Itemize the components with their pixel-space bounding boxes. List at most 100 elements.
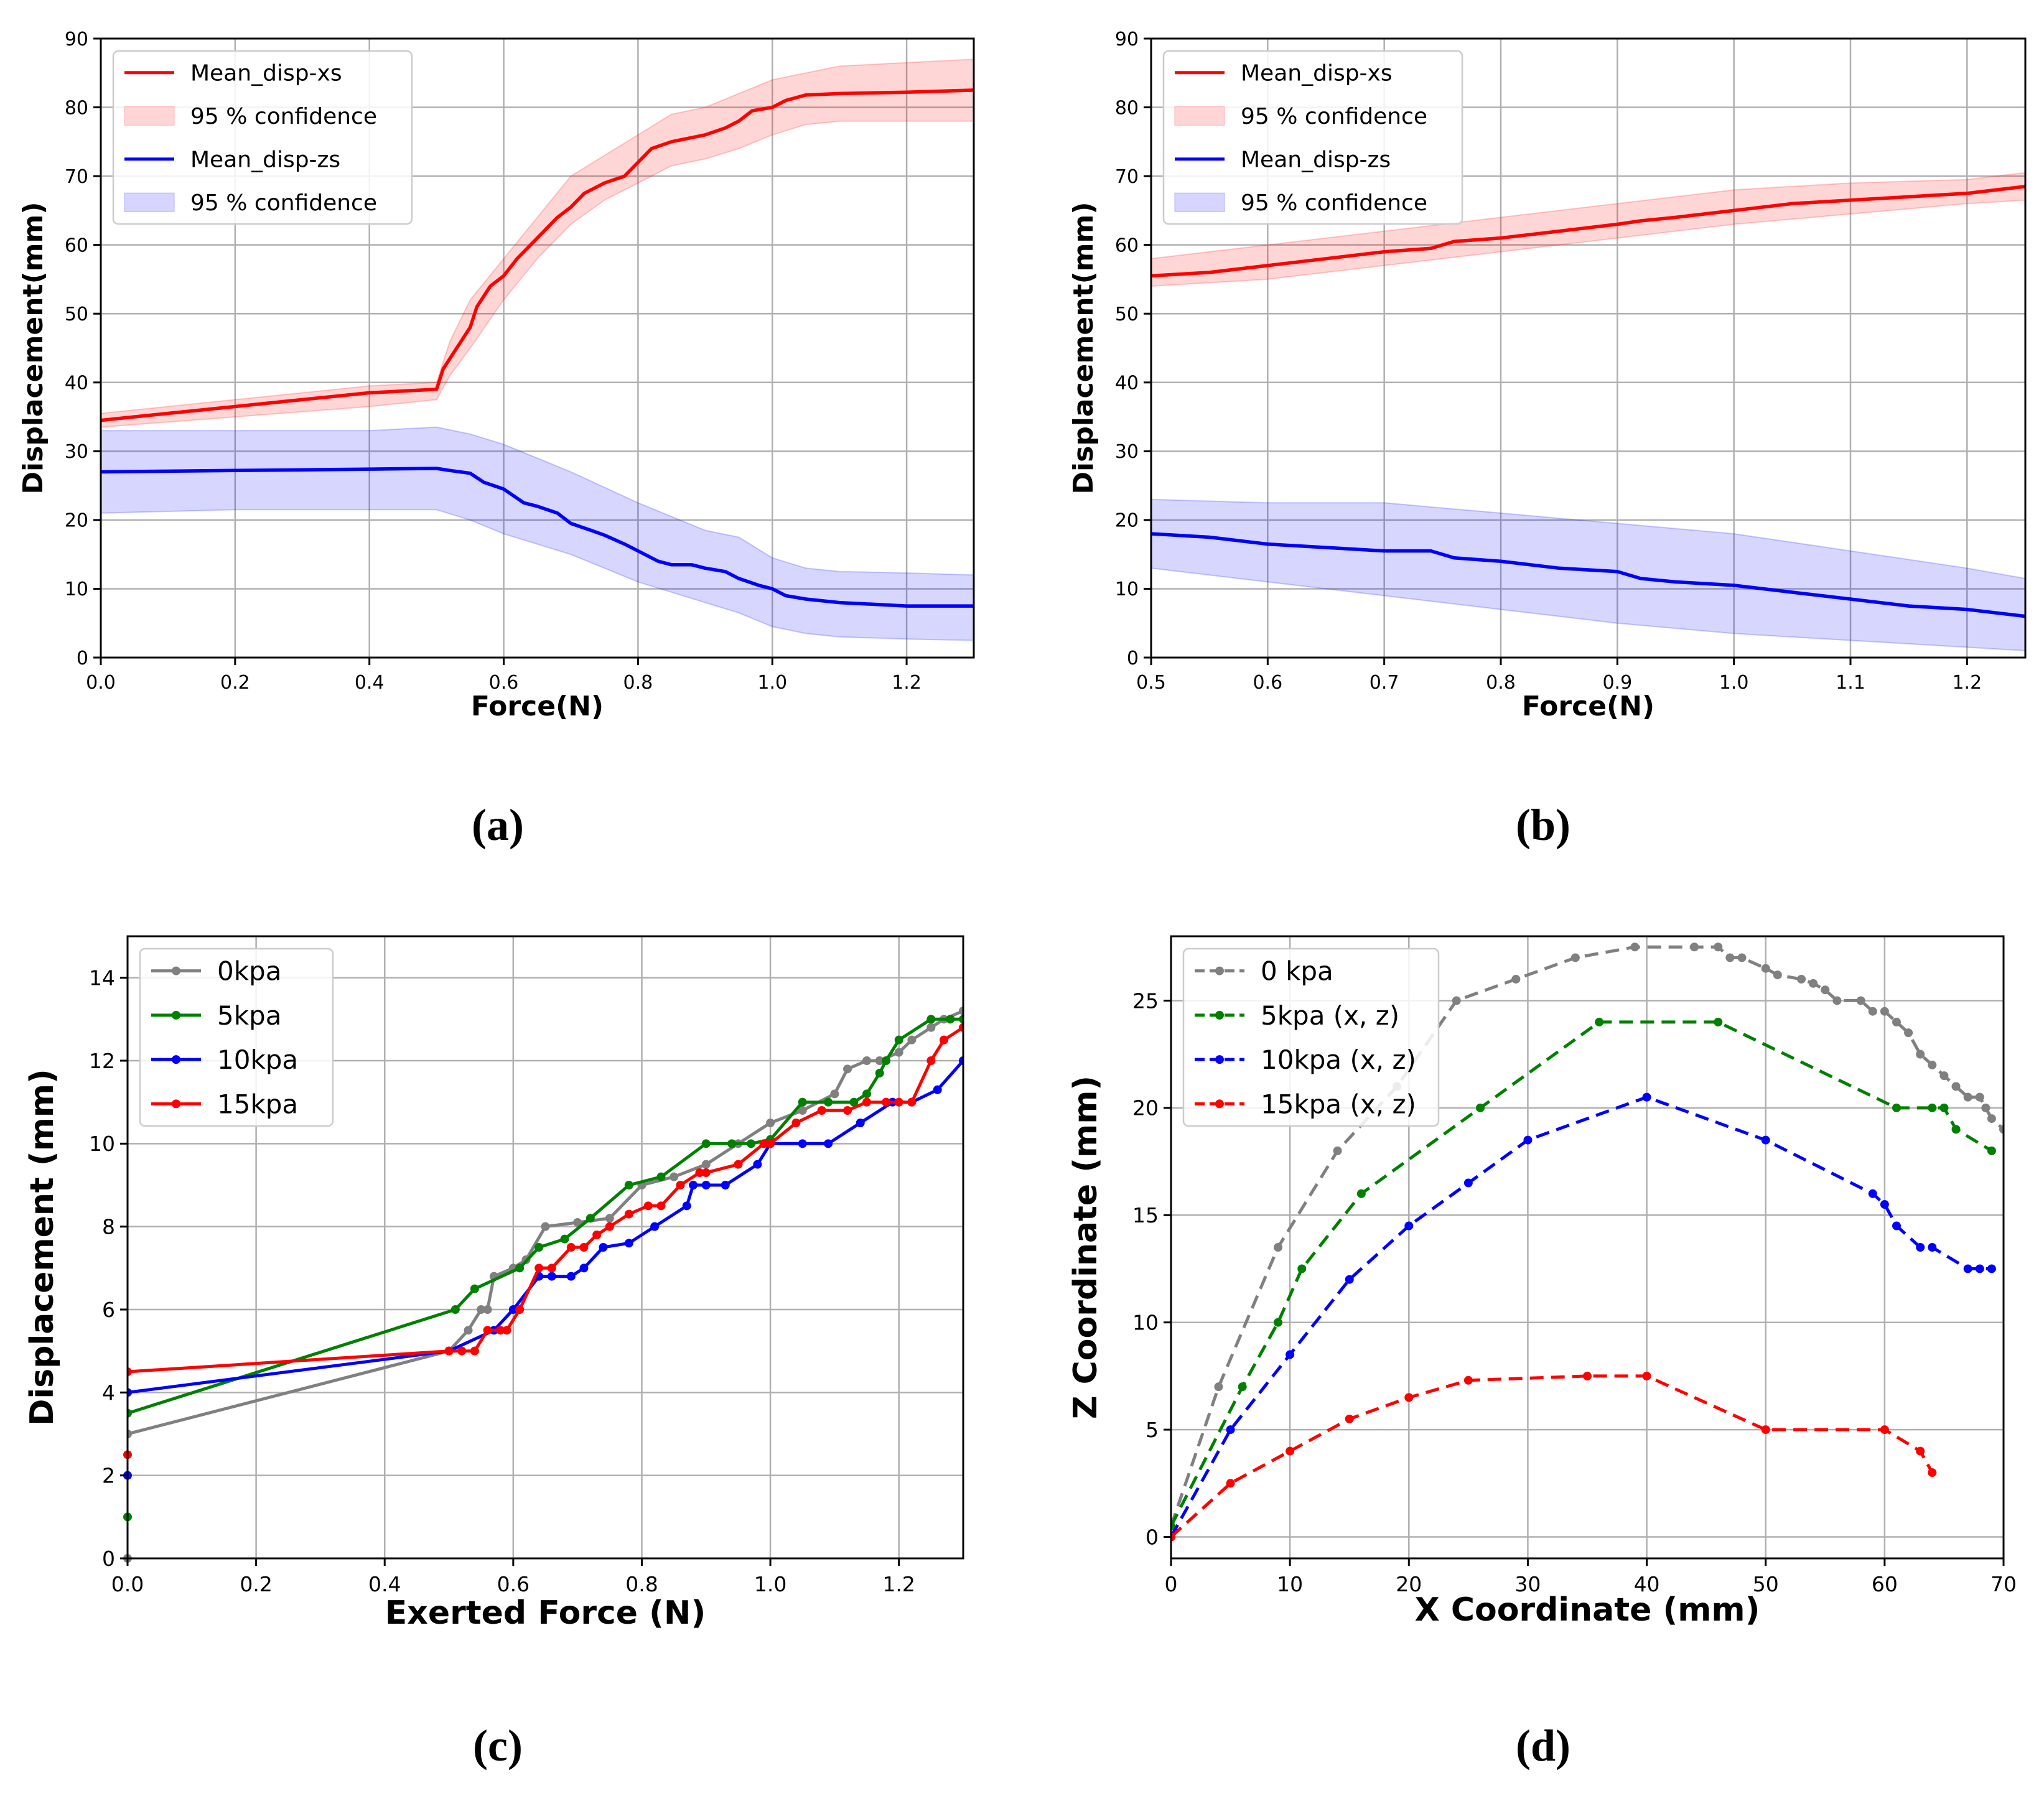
data-point xyxy=(1892,1017,1901,1026)
legend-label: 15kpa xyxy=(217,1089,298,1119)
data-point xyxy=(560,1234,569,1244)
data-point xyxy=(1916,1049,1925,1059)
x-tick-label: 1.2 xyxy=(1952,672,1982,694)
legend-label: Mean_disp-xs xyxy=(1241,61,1393,86)
y-tick-label: 5 xyxy=(1146,1418,1159,1442)
legend-marker xyxy=(172,1099,180,1109)
data-point xyxy=(946,1015,955,1024)
data-point xyxy=(656,1172,666,1181)
x-tick-label: 10 xyxy=(1277,1572,1303,1596)
data-point xyxy=(1821,985,1830,995)
legend-handle xyxy=(1174,192,1225,212)
data-point xyxy=(798,1106,807,1115)
data-point xyxy=(444,1346,454,1356)
confidence-band xyxy=(101,426,974,641)
y-tick-label: 90 xyxy=(1115,29,1139,50)
data-point xyxy=(1761,1425,1770,1435)
data-point xyxy=(1761,964,1770,973)
data-point xyxy=(824,1139,833,1148)
data-point xyxy=(1761,1135,1770,1145)
y-tick-label: 10 xyxy=(89,1132,115,1156)
legend-marker xyxy=(172,966,180,975)
data-point xyxy=(701,1160,711,1169)
series-line-10kpa xyxy=(128,1059,963,1394)
data-point xyxy=(894,1048,903,1057)
data-point xyxy=(1226,1425,1235,1435)
data-point xyxy=(926,1023,936,1032)
data-point xyxy=(1880,1007,1889,1016)
data-point xyxy=(1797,974,1806,984)
data-point xyxy=(1951,1125,1961,1134)
data-point xyxy=(1570,953,1580,962)
legend-label: 10kpa xyxy=(217,1045,298,1075)
data-point xyxy=(817,1106,826,1115)
legend-label: Mean_disp-zs xyxy=(1241,147,1391,173)
y-tick-label: 50 xyxy=(65,304,88,325)
legend-label: 95 % confidence xyxy=(190,104,377,129)
legend-box xyxy=(1182,947,1440,1127)
y-tick-label: 30 xyxy=(1115,441,1139,463)
y-tick-label: 60 xyxy=(1115,235,1139,256)
chart-d: 0 10 20 30 40 50 60 70 0 5 10 15 20 25 X Coordinate (m… xyxy=(1067,935,2017,1771)
legend-label: 95 % confidence xyxy=(1241,190,1427,216)
data-point xyxy=(759,1139,768,1148)
y-tick-label: 90 xyxy=(65,29,88,50)
data-point xyxy=(1274,1318,1283,1327)
panel-caption-a: (a) xyxy=(472,800,524,850)
data-point xyxy=(1928,1060,1937,1069)
y-axis-label: Displacement(mm) xyxy=(17,202,49,495)
x-tick-label: 0.8 xyxy=(625,1572,658,1596)
chart-a: 0.0 0.2 0.4 0.6 0.8 1.0 1.2 0 10 20 30 40 50 60 70 80 90… xyxy=(17,29,975,850)
legend-handle xyxy=(124,106,175,126)
data-point xyxy=(566,1272,576,1281)
data-point xyxy=(1892,1103,1901,1112)
legend-label: Mean_disp-zs xyxy=(190,147,340,173)
data-point xyxy=(483,1326,492,1335)
x-tick-label: 40 xyxy=(1634,1572,1660,1596)
legend-label: 0 kpa xyxy=(1261,956,1333,987)
data-point xyxy=(128,1388,132,1397)
data-point xyxy=(1404,1393,1414,1402)
y-tick-label: 10 xyxy=(65,579,88,600)
data-point xyxy=(734,1160,743,1169)
legend-label: 15kpa (x, z) xyxy=(1261,1089,1416,1119)
data-point xyxy=(515,1305,525,1314)
data-point xyxy=(1987,1146,1996,1155)
y-tick-label: 0 xyxy=(1146,1525,1159,1549)
panel-caption-d: (d) xyxy=(1516,1721,1570,1771)
data-point xyxy=(508,1305,518,1314)
data-point xyxy=(450,1305,460,1314)
legend-label: 0kpa xyxy=(217,956,281,987)
series-line-mean-disp-zs xyxy=(101,467,974,608)
data-point xyxy=(862,1097,872,1107)
confidence-band xyxy=(1151,498,2025,651)
x-axis-label: X Coordinate (mm) xyxy=(1415,1591,1760,1629)
data-point xyxy=(579,1263,589,1273)
data-point xyxy=(1286,1350,1295,1359)
data-point xyxy=(843,1106,852,1115)
x-tick-label: 1.2 xyxy=(892,672,922,694)
data-point xyxy=(959,1056,963,1065)
x-tick-label: 1.0 xyxy=(757,672,787,694)
data-point xyxy=(1963,1264,1972,1273)
y-tick-label: 14 xyxy=(89,966,115,990)
legend-label: 5kpa (x, z) xyxy=(1261,1000,1399,1031)
data-point xyxy=(959,1015,963,1024)
x-tick-label: 0.0 xyxy=(111,1572,144,1596)
x-tick-label: 0.6 xyxy=(489,672,519,694)
x-tick-label: 1.2 xyxy=(882,1572,915,1596)
data-point xyxy=(1345,1414,1354,1423)
data-point xyxy=(624,1209,633,1219)
data-point xyxy=(701,1181,711,1189)
data-point xyxy=(727,1139,737,1148)
x-tick-label: 0.2 xyxy=(240,1572,272,1596)
data-point xyxy=(1939,1071,1949,1081)
data-point xyxy=(862,1089,872,1099)
data-point xyxy=(1868,1007,1877,1016)
data-point xyxy=(766,1139,775,1148)
data-point xyxy=(1939,1103,1949,1112)
data-point xyxy=(1297,1264,1307,1273)
data-point xyxy=(605,1222,614,1231)
data-point xyxy=(586,1214,595,1223)
